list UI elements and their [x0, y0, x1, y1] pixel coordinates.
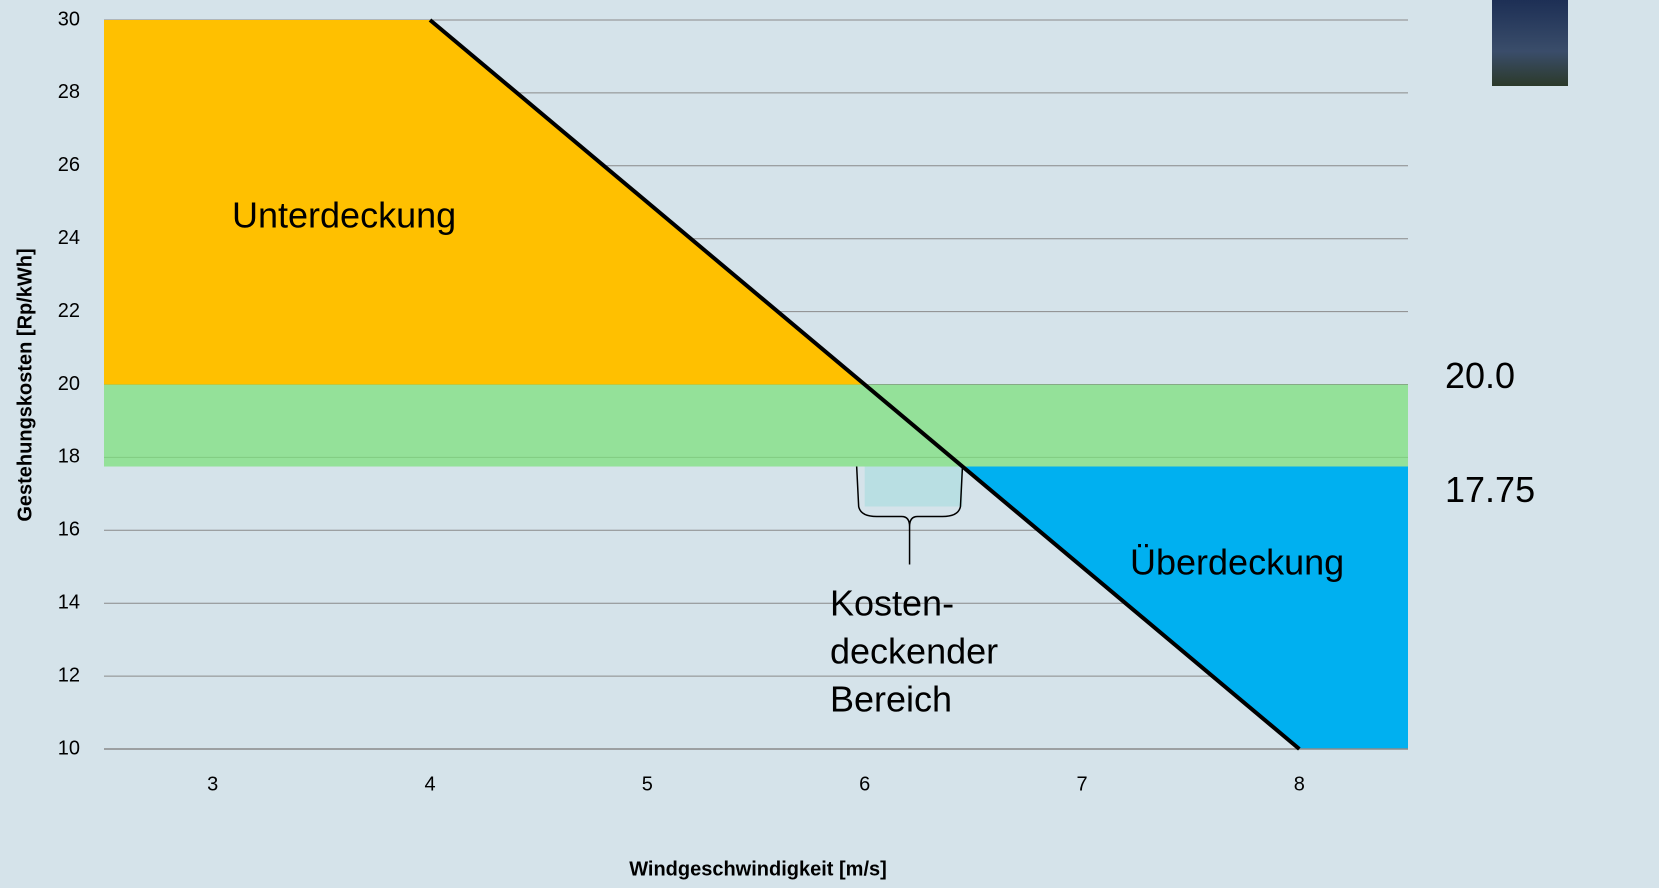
- x-tick-label: 8: [1294, 773, 1305, 795]
- x-axis-title: Windgeschwindigkeit [m/s]: [629, 858, 887, 880]
- thumbnail: [1492, 0, 1568, 86]
- annotation: deckender: [830, 631, 998, 672]
- y-tick-label: 28: [58, 81, 80, 103]
- surplus-area: [962, 467, 1408, 749]
- y-tick-label: 12: [58, 664, 80, 686]
- annotation: Kosten-: [830, 583, 954, 624]
- y-tick-label: 10: [58, 737, 80, 759]
- shortfall-area: [104, 20, 865, 385]
- chart: 10 12 14 16 18 20 22 24 26 28 30 3 4 5 6 7 8 Unterdeckun…: [0, 0, 1659, 888]
- x-tick-label: 5: [642, 773, 653, 795]
- x-tick-label: 4: [424, 773, 435, 795]
- y-tick-label: 30: [58, 8, 80, 30]
- y-tick-label: 16: [58, 519, 80, 541]
- y-tick-label: 18: [58, 446, 80, 468]
- annotation: Unterdeckung: [232, 195, 456, 236]
- annotation: Überdeckung: [1130, 542, 1344, 583]
- band-label: 17.75: [1445, 469, 1535, 510]
- y-tick-label: 26: [58, 154, 80, 176]
- x-tick-label: 6: [859, 773, 870, 795]
- band: [104, 385, 1408, 467]
- y-tick-label: 14: [58, 591, 80, 613]
- x-tick-label: 7: [1076, 773, 1087, 795]
- plot: 10 12 14 16 18 20 22 24 26 28 30 3 4 5 6 7 8: [58, 8, 1408, 795]
- range-shade: [865, 467, 963, 507]
- page: 10 12 14 16 18 20 22 24 26 28 30 3 4 5 6 7 8 Unterdeckun…: [0, 0, 1659, 888]
- y-axis-title: Gestehungskosten [Rp/kWh]: [14, 248, 36, 521]
- y-tick-label: 20: [58, 373, 80, 395]
- y-tick-label: 24: [58, 227, 80, 249]
- y-tick-label: 22: [58, 300, 80, 322]
- x-tick-label: 3: [207, 773, 218, 795]
- annotation: Bereich: [830, 679, 952, 720]
- band-label: 20.0: [1445, 355, 1515, 396]
